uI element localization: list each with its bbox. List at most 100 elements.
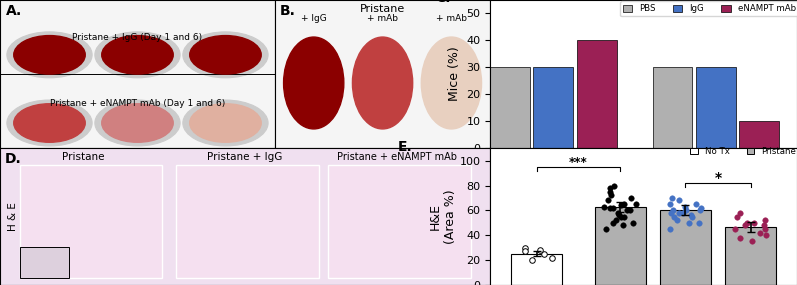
Point [598, 204, 611, 209]
Point [621, 208, 634, 213]
Point [746, 239, 759, 244]
Point [545, 255, 558, 260]
Point [538, 252, 551, 256]
Point [607, 183, 620, 188]
Circle shape [183, 32, 268, 78]
Bar [740, 121, 779, 148]
Point [614, 203, 627, 208]
Point [694, 208, 707, 213]
Point [607, 221, 620, 225]
Bar [511, 254, 562, 285]
Point [663, 202, 676, 206]
Point [734, 211, 747, 215]
Circle shape [102, 104, 173, 142]
FancyBboxPatch shape [20, 247, 69, 278]
Bar [725, 227, 776, 285]
Point [759, 227, 771, 231]
Point [666, 208, 679, 213]
Point [689, 202, 702, 206]
Point [604, 205, 617, 210]
Point [612, 213, 625, 218]
Point [683, 221, 696, 225]
Point [760, 233, 772, 237]
Bar [696, 67, 736, 148]
Text: D.: D. [5, 152, 22, 166]
Circle shape [95, 32, 180, 78]
Bar [577, 40, 617, 148]
Bar [595, 207, 646, 285]
Point [679, 204, 692, 209]
Point [665, 196, 678, 200]
Circle shape [7, 100, 92, 146]
Circle shape [7, 32, 92, 78]
Point [630, 202, 642, 206]
Point [673, 198, 685, 203]
Point [625, 196, 638, 200]
Point [753, 231, 766, 235]
Point [607, 205, 620, 210]
Text: Pristane + IgG: Pristane + IgG [207, 152, 283, 162]
Y-axis label: Mice (%): Mice (%) [448, 47, 461, 101]
Text: Pristane + IgG (Day 1 and 6): Pristane + IgG (Day 1 and 6) [73, 32, 202, 42]
Text: ***: *** [569, 156, 588, 169]
Point [623, 208, 636, 213]
Point [626, 221, 639, 225]
Point [610, 218, 622, 223]
Circle shape [190, 36, 261, 74]
Point [738, 223, 751, 228]
Point [618, 202, 630, 206]
Circle shape [190, 104, 261, 142]
Bar [490, 67, 530, 148]
Legend: PBS, IgG, eNAMPT mAb: PBS, IgG, eNAMPT mAb [620, 1, 797, 16]
Point [603, 190, 616, 194]
Point [602, 198, 614, 203]
Point [730, 214, 743, 219]
Text: Pristane + eNAMPT mAb: Pristane + eNAMPT mAb [337, 152, 457, 162]
Text: + IgG: + IgG [300, 14, 327, 23]
Text: Pristane: Pristane [360, 5, 405, 15]
Point [519, 245, 532, 250]
Circle shape [102, 36, 173, 74]
Point [685, 214, 698, 219]
Legend: No Tx, Pristane: No Tx, Pristane [688, 144, 797, 158]
Point [757, 223, 770, 228]
Point [677, 211, 689, 215]
FancyBboxPatch shape [20, 165, 162, 278]
Point [603, 186, 616, 190]
Point [526, 258, 539, 262]
Text: *: * [714, 171, 721, 185]
Text: Pristane: Pristane [62, 152, 104, 162]
Point [758, 218, 771, 223]
Text: + mAb: + mAb [436, 14, 467, 23]
Point [604, 193, 617, 198]
Point [533, 248, 546, 253]
Point [740, 221, 753, 225]
Point [664, 227, 677, 231]
Point [685, 213, 697, 218]
Circle shape [14, 104, 85, 142]
Point [617, 223, 630, 228]
Point [748, 221, 760, 225]
FancyBboxPatch shape [176, 165, 319, 278]
Circle shape [14, 36, 85, 74]
Ellipse shape [284, 37, 344, 129]
Point [611, 211, 624, 215]
Y-axis label: H&E
(Area %): H&E (Area %) [429, 189, 457, 244]
Bar [533, 67, 573, 148]
Point [729, 227, 742, 231]
Text: A.: A. [6, 5, 22, 19]
FancyBboxPatch shape [328, 165, 470, 278]
Point [519, 249, 532, 254]
Point [673, 211, 685, 215]
Text: Pristane + eNAMPT mAb (Day 1 and 6): Pristane + eNAMPT mAb (Day 1 and 6) [50, 99, 225, 108]
Point [693, 221, 705, 225]
Point [665, 211, 677, 215]
Text: H & E: H & E [8, 202, 18, 231]
Point [614, 214, 627, 219]
Circle shape [183, 100, 268, 146]
Point [671, 218, 684, 223]
Ellipse shape [422, 37, 481, 129]
Point [733, 235, 746, 240]
Text: B.: B. [279, 5, 295, 19]
Point [668, 214, 681, 219]
